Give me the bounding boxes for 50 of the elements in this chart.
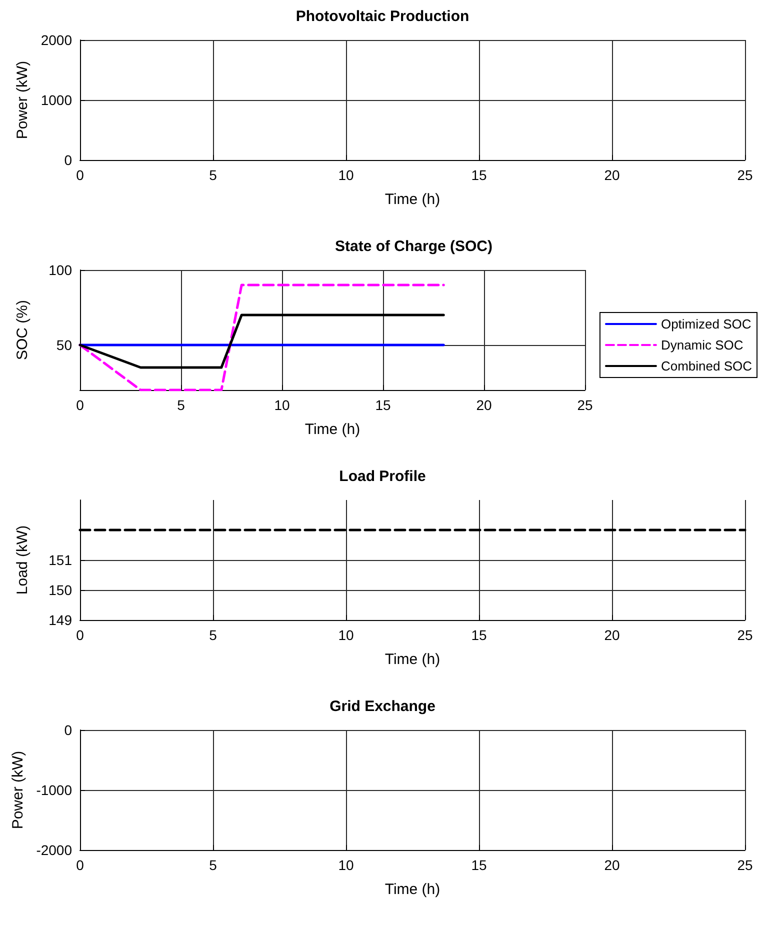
y-tick-label: -2000 xyxy=(36,842,72,858)
x-tick-label: 0 xyxy=(76,627,84,643)
chart-title: Photovoltaic Production xyxy=(296,8,470,25)
legend-label: Optimized SOC xyxy=(660,316,752,332)
x-axis-title: Time (h) xyxy=(384,881,440,898)
x-tick-label: 0 xyxy=(76,167,84,183)
y-tick-label: 100 xyxy=(48,262,72,278)
x-tick-label: 5 xyxy=(209,857,218,873)
y-tick-label: 2000 xyxy=(40,32,72,48)
x-tick-label: 0 xyxy=(76,397,84,413)
x-tick-label: 20 xyxy=(476,397,492,413)
y-tick-label: 150 xyxy=(48,582,72,598)
y-axis-title: Power (kW) xyxy=(9,750,26,830)
legend-label: Combined SOC xyxy=(660,358,752,374)
y-tick-label: 0 xyxy=(64,722,72,738)
y-tick-label: 1000 xyxy=(40,92,72,108)
x-tick-label: 10 xyxy=(338,627,354,643)
x-tick-label: 20 xyxy=(604,857,620,873)
x-tick-label: 0 xyxy=(76,857,84,873)
y-tick-label: 151 xyxy=(48,552,72,568)
x-tick-label: 15 xyxy=(471,627,487,643)
x-tick-label: 15 xyxy=(471,857,487,873)
y-axis-title: Power (kW) xyxy=(14,60,31,140)
x-tick-label: 15 xyxy=(471,167,487,183)
y-tick-label: 0 xyxy=(64,152,72,168)
x-tick-label: 25 xyxy=(737,167,753,183)
y-tick-label: 149 xyxy=(48,612,72,628)
x-axis-title: Time (h) xyxy=(304,421,360,438)
x-axis-title: Time (h) xyxy=(384,191,440,208)
y-axis-title: Load (kW) xyxy=(14,525,31,595)
x-tick-label: 20 xyxy=(604,167,620,183)
y-tick-label: 50 xyxy=(56,337,72,353)
x-tick-label: 5 xyxy=(209,627,218,643)
x-tick-label: 20 xyxy=(604,627,620,643)
chart-title: Grid Exchange xyxy=(330,698,436,715)
x-tick-label: 25 xyxy=(737,627,753,643)
legend-label: Dynamic SOC xyxy=(660,338,744,352)
x-tick-label: 25 xyxy=(577,397,593,413)
x-tick-label: 10 xyxy=(338,857,354,873)
x-axis-title: Time (h) xyxy=(384,651,440,668)
x-tick-label: 25 xyxy=(737,857,753,873)
x-tick-label: 5 xyxy=(177,397,186,413)
x-tick-label: 10 xyxy=(274,397,290,413)
y-tick-label: -1000 xyxy=(36,782,72,798)
x-tick-label: 15 xyxy=(375,397,391,413)
chart-title: Load Profile xyxy=(339,468,426,485)
x-tick-label: 5 xyxy=(209,167,218,183)
y-axis-title: SOC (%) xyxy=(14,300,31,360)
chart-title: State of Charge (SOC) xyxy=(335,238,493,255)
x-tick-label: 10 xyxy=(338,167,354,183)
